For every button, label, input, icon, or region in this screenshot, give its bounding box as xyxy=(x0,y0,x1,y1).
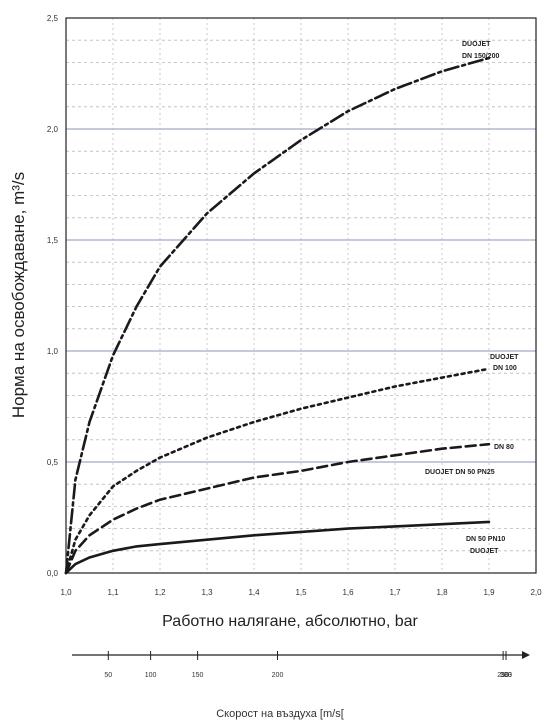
series-label: DUOJET xyxy=(490,354,519,361)
x-tick-label: 1,5 xyxy=(295,588,307,597)
y-axis-label: Норма на освобождаване, m³/s xyxy=(9,172,28,418)
series-label: DUOJET xyxy=(470,548,499,555)
x-tick-label: 1,4 xyxy=(248,588,260,597)
air-velocity-tick-label: 50 xyxy=(104,672,112,679)
air-velocity-axis-arrow xyxy=(522,651,530,659)
air-velocity-tick-label: 300 xyxy=(500,672,512,679)
series-label: DUOJET xyxy=(462,41,491,48)
series-label: DN 80 xyxy=(494,444,514,451)
y-tick-label: 0,5 xyxy=(47,458,59,467)
x-tick-label: 1,7 xyxy=(389,588,401,597)
y-tick-label: 0,0 xyxy=(47,569,59,578)
x-axis-ticks: 1,0 1,1 1,2 1,3 1,4 1,5 1,6 1,7 1,8 1,9 2,0 xyxy=(60,588,542,597)
series-label: DN 100 xyxy=(493,365,517,372)
x-tick-label: 1,2 xyxy=(154,588,166,597)
series-label: DUOJET DN 50 PN25 xyxy=(425,469,495,476)
series-line xyxy=(64,56,491,575)
y-tick-label: 1,5 xyxy=(47,236,59,245)
x-tick-label: 1,1 xyxy=(107,588,119,597)
x-tick-label: 2,0 xyxy=(530,588,542,597)
series-label: DN 50 PN10 xyxy=(466,536,505,543)
series-line xyxy=(64,367,491,575)
series-labels: DUOJET DN 150/200 DUOJET DN 100 DN 80 DUOJET … xyxy=(425,41,519,555)
y-tick-label: 1,0 xyxy=(47,347,59,356)
series-lines xyxy=(64,56,491,575)
series-label: DN 150/200 xyxy=(462,53,499,60)
series-line xyxy=(64,520,491,575)
air-velocity-tick-label: 200 xyxy=(272,672,284,679)
plot-frame xyxy=(65,17,537,574)
y-tick-label: 2,5 xyxy=(47,14,59,23)
air-velocity-label: Скорост на въздуха [m/s[ xyxy=(216,708,344,720)
x-tick-label: 1,6 xyxy=(342,588,354,597)
air-velocity-tick-label: 333 xyxy=(500,672,512,679)
y-tick-label: 2,0 xyxy=(47,125,59,134)
x-axis-label: Работно налягане, абсолютно, bar xyxy=(162,613,418,630)
y-axis-ticks: 0,0 0,5 1,0 1,5 2,0 2,5 xyxy=(47,14,59,578)
air-velocity-tick-label: 250 xyxy=(497,672,509,679)
series-line xyxy=(64,442,491,575)
air-velocity-tick-label: 150 xyxy=(192,672,204,679)
x-tick-label: 1,0 xyxy=(60,588,72,597)
chart-grid xyxy=(66,18,536,573)
air-velocity-tick-label: 100 xyxy=(145,672,157,679)
x-tick-label: 1,8 xyxy=(436,588,448,597)
x-tick-label: 1,3 xyxy=(201,588,213,597)
x-tick-label: 1,9 xyxy=(483,588,495,597)
